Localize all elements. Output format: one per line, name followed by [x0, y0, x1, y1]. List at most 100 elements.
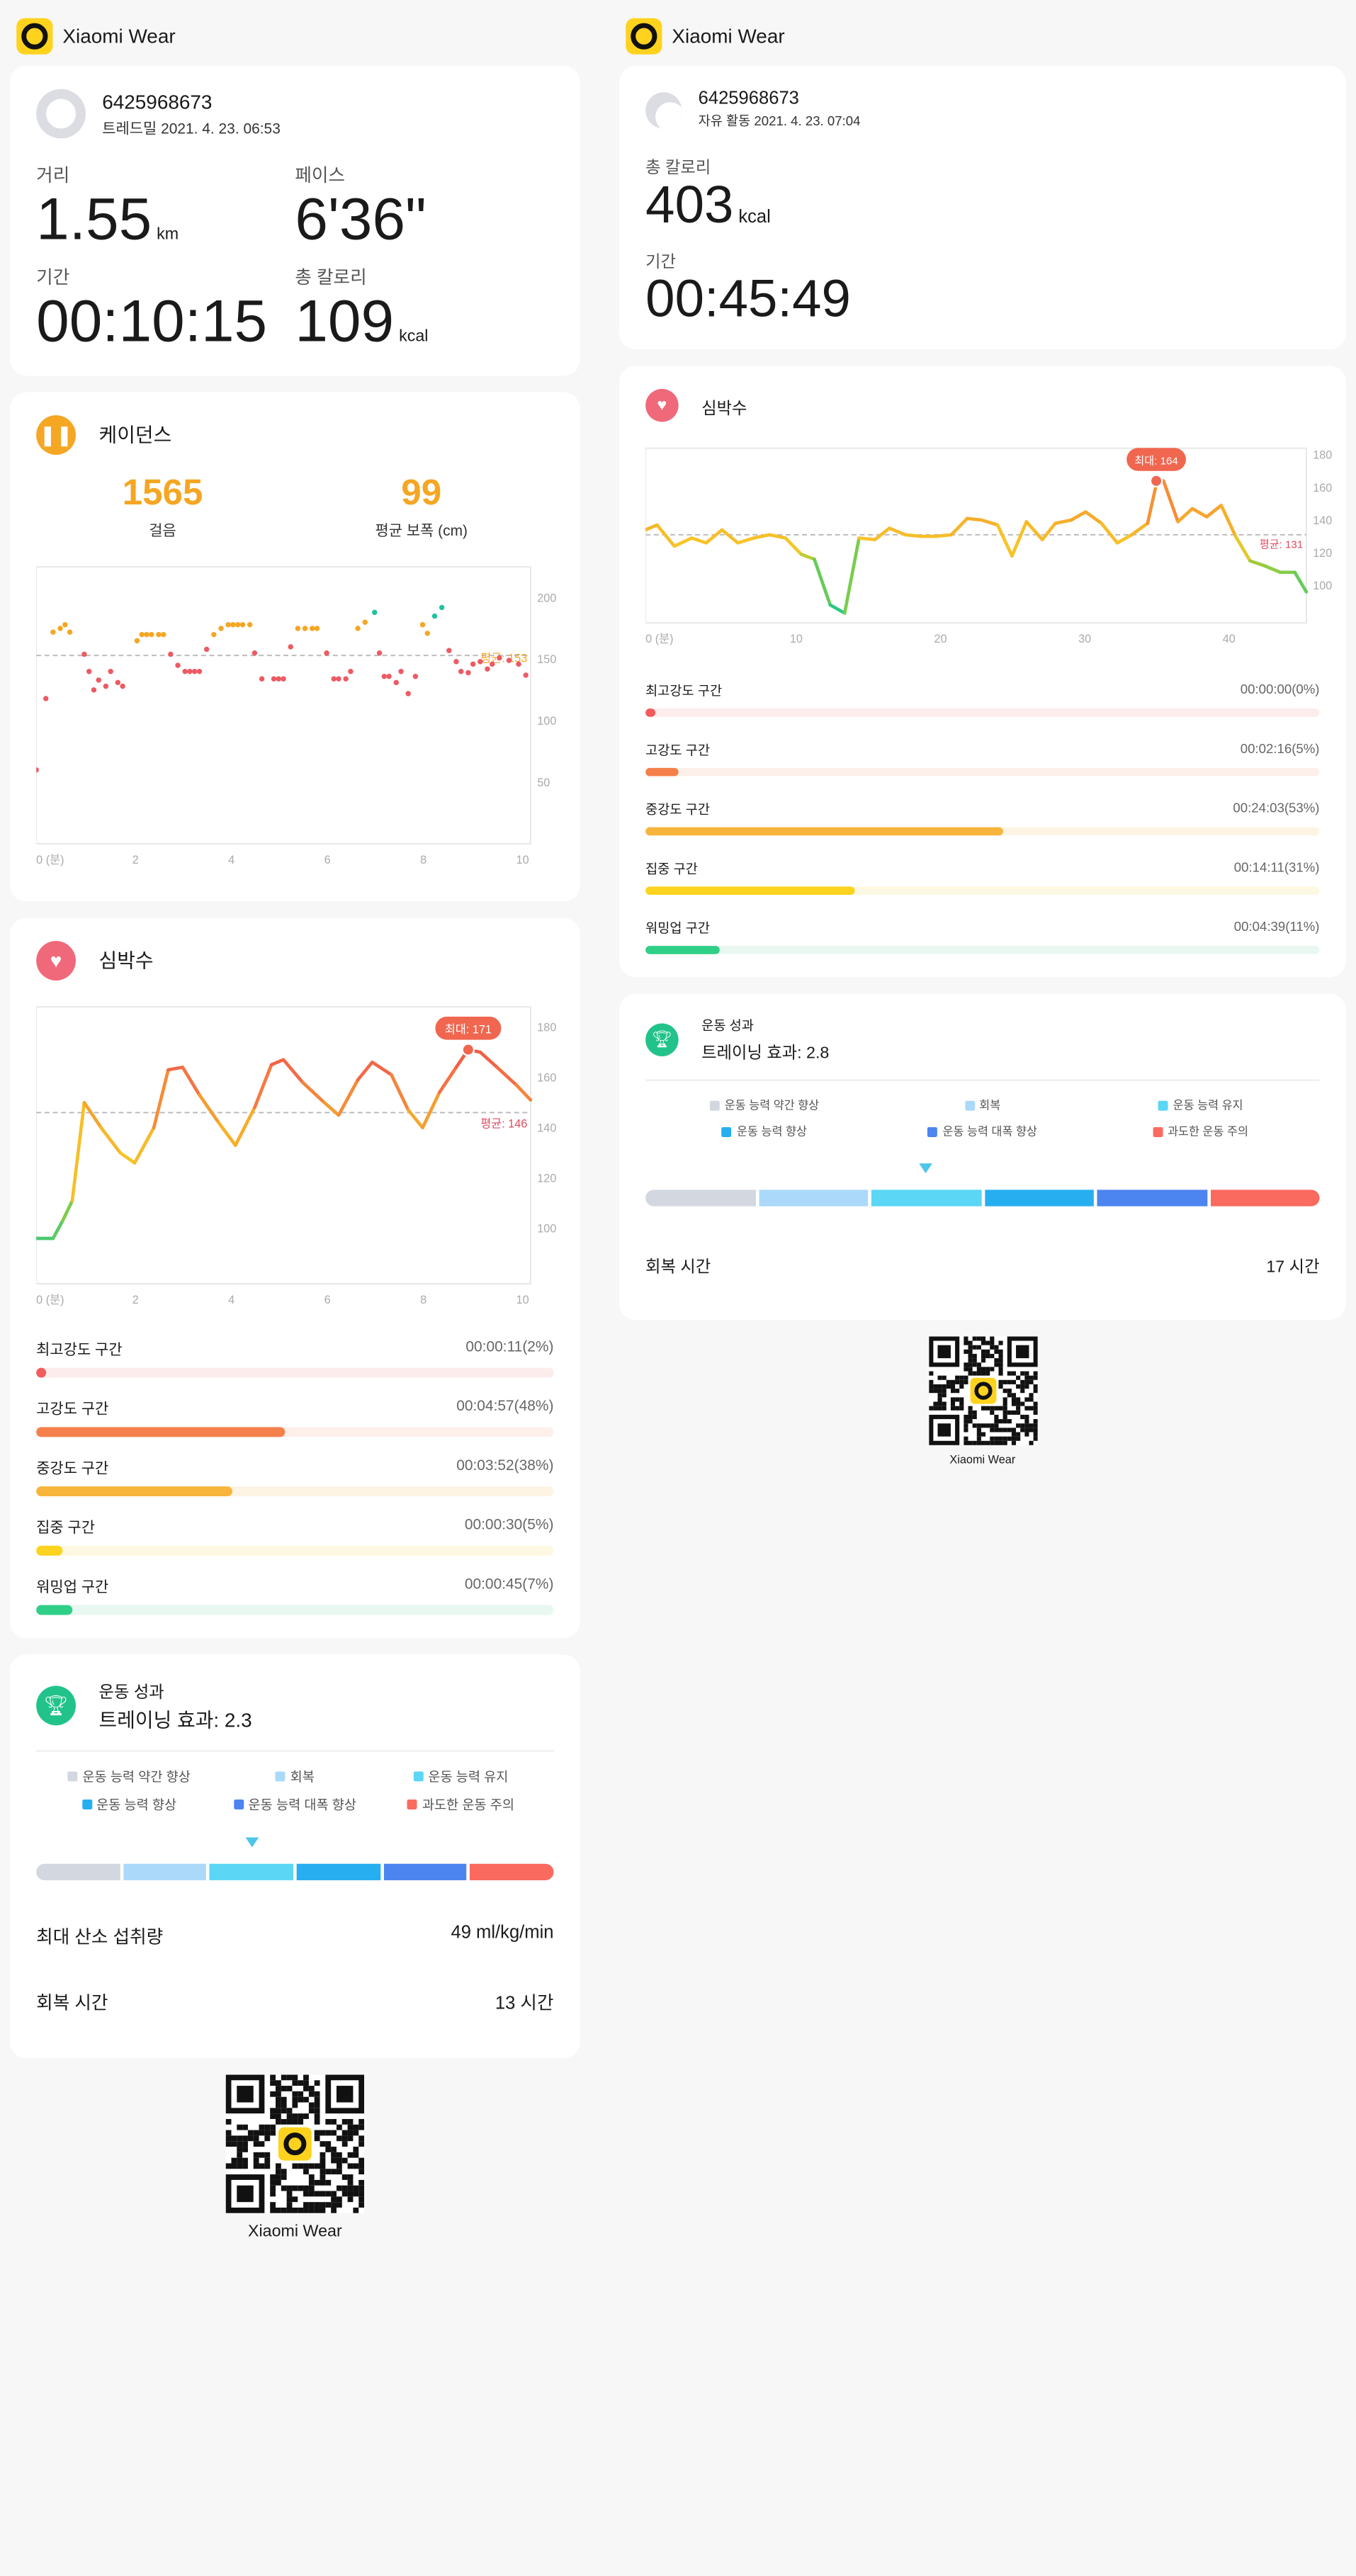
zone-time: 00:03:52(38%) [456, 1456, 554, 1473]
cadence-point [386, 673, 392, 679]
heart-rate-segment [51, 1218, 64, 1240]
legend-item: 운동 능력 유지 [379, 1768, 543, 1786]
heart-rate-segment [1083, 510, 1104, 526]
x-tick-label: 6 [324, 853, 331, 866]
cadence-point [156, 631, 162, 637]
average-label: 평균: 146 [480, 1117, 527, 1129]
heart-rate-card: ♥ 심박수 100 120 140 160 180 0 (분) 10 20 30 40 평균: 13… [618, 366, 1346, 978]
heart-rate-segment [1219, 504, 1238, 538]
legend-swatch [413, 1771, 424, 1782]
effect-scale [645, 1163, 1320, 1207]
stride-value: 99 [401, 470, 442, 512]
heart-rate-title: 심박수 [701, 400, 747, 419]
legend-swatch [407, 1800, 417, 1810]
user-id: 6425968673 [698, 89, 799, 109]
legend-label: 운동 능력 유지 [428, 1769, 509, 1785]
zone-label: 집중 구간 [645, 862, 698, 877]
effect-scale-segment [36, 1863, 120, 1880]
heart-rate-segment [166, 1065, 185, 1071]
cadence-point [182, 668, 188, 674]
legend-label: 회복 [979, 1101, 1001, 1113]
zone-label: 워밍업 구간 [645, 921, 710, 937]
heart-rate-segment [934, 533, 954, 538]
performance-title: 운동 성과 [701, 1018, 754, 1034]
performance-card: 🏆︎ 운동 성과 트레이닝 효과: 2.3 운동 능력 약간 향상 회복 운동 능력… [9, 1654, 580, 2058]
cadence-point [103, 682, 109, 689]
effect-scale-segment [1097, 1190, 1207, 1207]
heart-rate-segment [1190, 507, 1209, 519]
user-info: 6425968673 트레드밀 2021. 4. 23. 06:53 [36, 89, 553, 139]
effect-scale-segment [123, 1863, 207, 1880]
heart-rate-segment [281, 1057, 305, 1084]
stats-grid: 거리 1.55 km 페이스 6'36" 기간 00:10:15 총 칼로리 10… [36, 162, 553, 352]
heart-rate-line-svg: 100 120 140 160 180 0 (분) 2 4 6 8 10 평균: 146 최대: 171 [34, 1005, 556, 1306]
cadence-point [362, 618, 368, 625]
x-tick-label: 0 (분) [36, 853, 64, 866]
y-tick-label: 140 [537, 1122, 556, 1134]
training-effect: 트레이닝 효과: 2.3 [98, 1708, 252, 1732]
qr-logo-icon [969, 1378, 996, 1405]
zone-bar-track [645, 946, 1320, 955]
cadence-point [288, 643, 293, 649]
cadence-point [314, 625, 320, 631]
zone-time: 00:00:00(0%) [1240, 682, 1320, 698]
zone-bar-fill [36, 1426, 285, 1437]
legend-item: 과도한 운동 주의 [379, 1795, 543, 1814]
stat-calories: 총 칼로리 403 kcal [645, 153, 1319, 233]
heart-rate-segment [152, 1067, 170, 1129]
heart-rate-segment [1262, 564, 1282, 575]
zone-bar-track [36, 1367, 554, 1377]
x-tick-label: 8 [420, 1293, 426, 1306]
heart-rate-segment [70, 1100, 86, 1202]
zone-label: 집중 구간 [36, 1518, 96, 1535]
zone-row: 집중 구간 00:00:30(5%) [36, 1515, 554, 1555]
y-tick-label: 100 [537, 1222, 556, 1235]
plot-frame [645, 448, 1307, 624]
performance-title: 운동 성과 [98, 1683, 164, 1702]
recovery-value: 17 시간 [1266, 1259, 1320, 1278]
zone-bar-fill [645, 768, 679, 776]
y-tick-label: 180 [1313, 449, 1332, 462]
cadence-point [96, 677, 101, 682]
max-badge [1126, 448, 1186, 472]
cadence-point [168, 650, 174, 657]
average-label: 평균: 131 [1260, 539, 1303, 551]
workout-subtitle: 자유 활동 2021. 4. 23. 07:04 [698, 113, 861, 129]
stat-value: 403 [645, 174, 734, 235]
legend-item: 운동 능력 유지 [1092, 1098, 1309, 1114]
left-share-card: Xiaomi Wear 6425968673 트레드밀 2021. 4. 23.… [0, 0, 591, 2240]
cadence-point [134, 637, 140, 643]
vo2max-row: 최대 산소 섭취량 49 ml/kg/min [36, 1903, 553, 1969]
zone-row: 워밍업 구간 00:00:45(7%) [36, 1575, 554, 1615]
cadence-point [235, 621, 241, 627]
heart-rate-segment [1115, 533, 1134, 546]
zone-time: 00:02:16(5%) [1240, 742, 1320, 757]
heart-rate-segment [813, 558, 832, 607]
plot-frame [35, 565, 531, 844]
cadence-point [470, 660, 476, 667]
cadence-point [196, 668, 203, 674]
cadence-point [230, 621, 236, 627]
heart-rate-chart: 100 120 140 160 180 0 (분) 10 20 30 40 평균: 131 최대: 1… [643, 442, 1332, 658]
legend-swatch [233, 1800, 244, 1810]
cadence-point [458, 668, 464, 674]
legend-swatch [1158, 1101, 1168, 1112]
zone-bar-fill [36, 1486, 233, 1496]
heart-rate-segment [421, 1090, 441, 1129]
y-tick-label: 140 [1313, 514, 1332, 527]
cadence-point [465, 669, 471, 675]
heart-rate-segment [1248, 559, 1267, 568]
cadence-point [516, 660, 521, 667]
heart-rate-segment [736, 536, 756, 546]
cadence-point [187, 668, 193, 674]
heart-zones: 최고강도 구간 00:00:00(0%) 고강도 구간 00:02:16(5%) 중강도… [645, 682, 1320, 955]
stat-value: 109 [295, 286, 395, 354]
effect-scale-segment [758, 1190, 869, 1207]
heart-rate-segment [1130, 521, 1150, 537]
x-tick-label: 2 [132, 853, 139, 866]
legend-item: 회복 [213, 1768, 377, 1786]
effect-scale-segment [871, 1190, 981, 1207]
zone-time: 00:00:11(2%) [465, 1337, 554, 1355]
cadence-point [336, 675, 341, 681]
heart-rate-segment [495, 1065, 518, 1086]
